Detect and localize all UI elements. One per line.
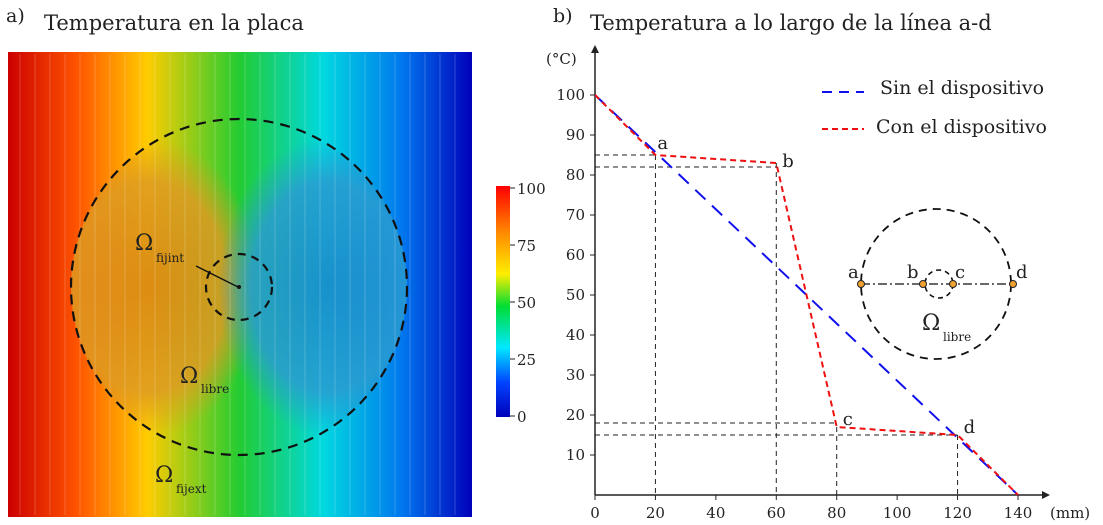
inset-label-b: b: [907, 262, 919, 283]
colorbar-tick-50: 50: [517, 294, 536, 312]
inset-point-d: [1009, 280, 1017, 288]
series-sin-dispositivo: [594, 94, 1019, 496]
y-tick-label: 30: [566, 366, 585, 384]
inset-point-a: [857, 280, 865, 288]
y-tick-label: 60: [566, 246, 585, 264]
label-fijext-main: Ω: [155, 463, 173, 488]
x-tick-label: 40: [706, 504, 725, 522]
point-label-d: d: [964, 417, 976, 438]
colorbar: 100 75 50 25 0: [496, 180, 546, 426]
inset-diagram: a b c d Ω libre: [848, 208, 1028, 360]
chart-axes: 0 20 40 60 80 100 120 140 10 20 30 40 50 60 70 80 90 100 (…: [546, 45, 1090, 522]
inset-label-a: a: [848, 262, 859, 283]
y-axis-arrow: [591, 45, 599, 53]
label-libre: Ω libre: [180, 364, 229, 396]
inset-point-c: [949, 280, 957, 288]
fijint-boundary: [204, 252, 274, 322]
inset-point-b: [919, 280, 927, 288]
inset-omega-main: Ω: [922, 311, 940, 336]
point-label-a: a: [657, 133, 668, 154]
label-libre-main: Ω: [180, 364, 198, 389]
label-libre-sub: libre: [201, 382, 229, 396]
reference-lines: [595, 154, 959, 495]
legend-label-con: Con el dispositivo: [876, 116, 1047, 138]
panel-b-tag: b): [553, 5, 573, 27]
y-tick-label: 50: [566, 286, 585, 304]
panel-b-title: Temperatura a lo largo de la línea a-d: [590, 11, 992, 35]
y-tick-label: 90: [566, 126, 585, 144]
x-axis-arrow: [1042, 491, 1050, 499]
legend-label-sin: Sin el dispositivo: [880, 77, 1044, 99]
x-tick-label: 100: [883, 504, 912, 522]
x-tick-label: 60: [767, 504, 786, 522]
chart-series: [594, 94, 1019, 496]
y-tick-label: 40: [566, 326, 585, 344]
colorbar-scale: [496, 186, 510, 417]
x-tick-label: 120: [943, 504, 972, 522]
chart-annotations: a b c d: [657, 133, 975, 438]
temperature-plate: [8, 52, 472, 517]
colorbar-tick-0: 0: [517, 408, 527, 426]
panel-a-title: Temperatura en la placa: [44, 11, 304, 35]
colorbar-tick-75: 75: [517, 237, 536, 255]
series-con-dispositivo: [594, 94, 1019, 496]
panel-b: b) Temperatura a lo largo de la línea a-…: [546, 5, 1090, 522]
inset-label-c: c: [955, 262, 965, 283]
panel-a-tag: a): [6, 5, 25, 27]
point-label-b: b: [782, 151, 794, 172]
inset-label-d: d: [1016, 262, 1028, 283]
y-tick-label: 20: [566, 406, 585, 424]
point-label-c: c: [843, 409, 853, 430]
x-tick-label: 20: [646, 504, 665, 522]
x-tick-label: 140: [1004, 504, 1033, 522]
label-fijint: Ω fijint: [135, 231, 184, 265]
libre-boundary: [69, 117, 409, 457]
panel-a: a) Temperatura en la placa Ω fijint Ω li…: [6, 5, 546, 517]
label-fijext: Ω fijext: [155, 463, 207, 496]
inset-omega-sub: libre: [943, 330, 971, 344]
x-axis-label: (mm): [1050, 504, 1090, 522]
colorbar-tick-100: 100: [517, 180, 546, 198]
label-fijint-sub: fijint: [156, 251, 184, 265]
y-axis-label: (°C): [546, 50, 577, 68]
colorbar-tick-25: 25: [517, 351, 536, 369]
legend: Sin el dispositivo Con el dispositivo: [822, 77, 1047, 138]
y-tick-label: 10: [566, 446, 585, 464]
y-tick-label: 100: [556, 86, 585, 104]
y-tick-label: 70: [566, 206, 585, 224]
label-fijint-main: Ω: [135, 231, 153, 256]
y-tick-label: 80: [566, 166, 585, 184]
label-fijext-sub: fijext: [176, 482, 207, 496]
x-tick-label: 80: [827, 504, 846, 522]
x-tick-label: 0: [590, 504, 600, 522]
